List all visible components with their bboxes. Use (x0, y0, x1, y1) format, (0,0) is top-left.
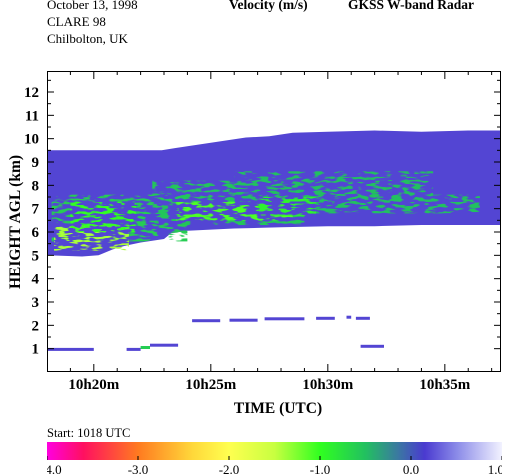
x-tick-label: 10h20m (68, 377, 119, 393)
velocity-region (292, 194, 480, 214)
low-echo (126, 347, 141, 351)
y-tick-label: 8 (32, 178, 40, 194)
low-echo (192, 319, 221, 323)
y-tick-label: 10 (24, 132, 39, 148)
low-echo (150, 343, 179, 347)
colorbar: -4.0 -3.0 -2.0 -1.0 0.0 1.0 (47, 442, 502, 476)
y-tick-label: 6 (32, 225, 40, 241)
y-tick-label: 12 (24, 85, 39, 101)
location-text: Chilbolton, UK (47, 31, 128, 46)
x-tick-label: 10h30m (302, 377, 353, 393)
date-text: October 13, 1998 (47, 0, 138, 12)
x-tick-label: 10h25m (185, 377, 236, 393)
velocity-region (257, 197, 317, 216)
instrument-title: GKSS W-band Radar (348, 0, 475, 12)
low-echo (47, 347, 94, 351)
y-tick-label: 9 (32, 155, 40, 171)
start-time-label: Start: 1018 UTC (47, 426, 131, 440)
chart-title: Velocity (m/s) (229, 0, 308, 12)
campaign-text: CLARE 98 (47, 14, 106, 29)
y-tick-label: 5 (32, 248, 40, 264)
y-tick-label: 7 (32, 202, 40, 218)
low-echo (264, 317, 305, 321)
y-tick-label: 2 (32, 318, 40, 334)
colorbar-tick-label: -3.0 (128, 462, 149, 476)
y-tick-label: 11 (25, 108, 39, 124)
y-tick-label: 1 (32, 342, 40, 358)
low-echo (140, 346, 150, 349)
colorbar-tick-label: -4.0 (47, 462, 62, 476)
y-axis-label: HEIGHT AGL (km) (7, 154, 24, 290)
plot-frame (47, 71, 501, 372)
low-echo (316, 316, 335, 320)
y-tick-label: 3 (32, 295, 40, 311)
colorbar-tick-label: 1.0 (488, 462, 502, 476)
header-info: October 13, 1998 CLARE 98 Chilbolton, UK (47, 0, 138, 47)
low-echo (346, 315, 352, 319)
colorbar-tick-label: -2.0 (219, 462, 240, 476)
velocity-region (70, 201, 136, 232)
colorbar-tick-label: -1.0 (310, 462, 331, 476)
x-axis-label: TIME (UTC) (233, 400, 323, 417)
colorbar-gradient (47, 442, 502, 460)
x-tick-label: 10h35m (419, 377, 470, 393)
low-echo (360, 344, 384, 348)
low-echo (229, 318, 258, 322)
low-echo (355, 316, 370, 320)
colorbar-tick-label: 0.0 (403, 462, 419, 476)
y-tick-label: 4 (32, 272, 40, 288)
